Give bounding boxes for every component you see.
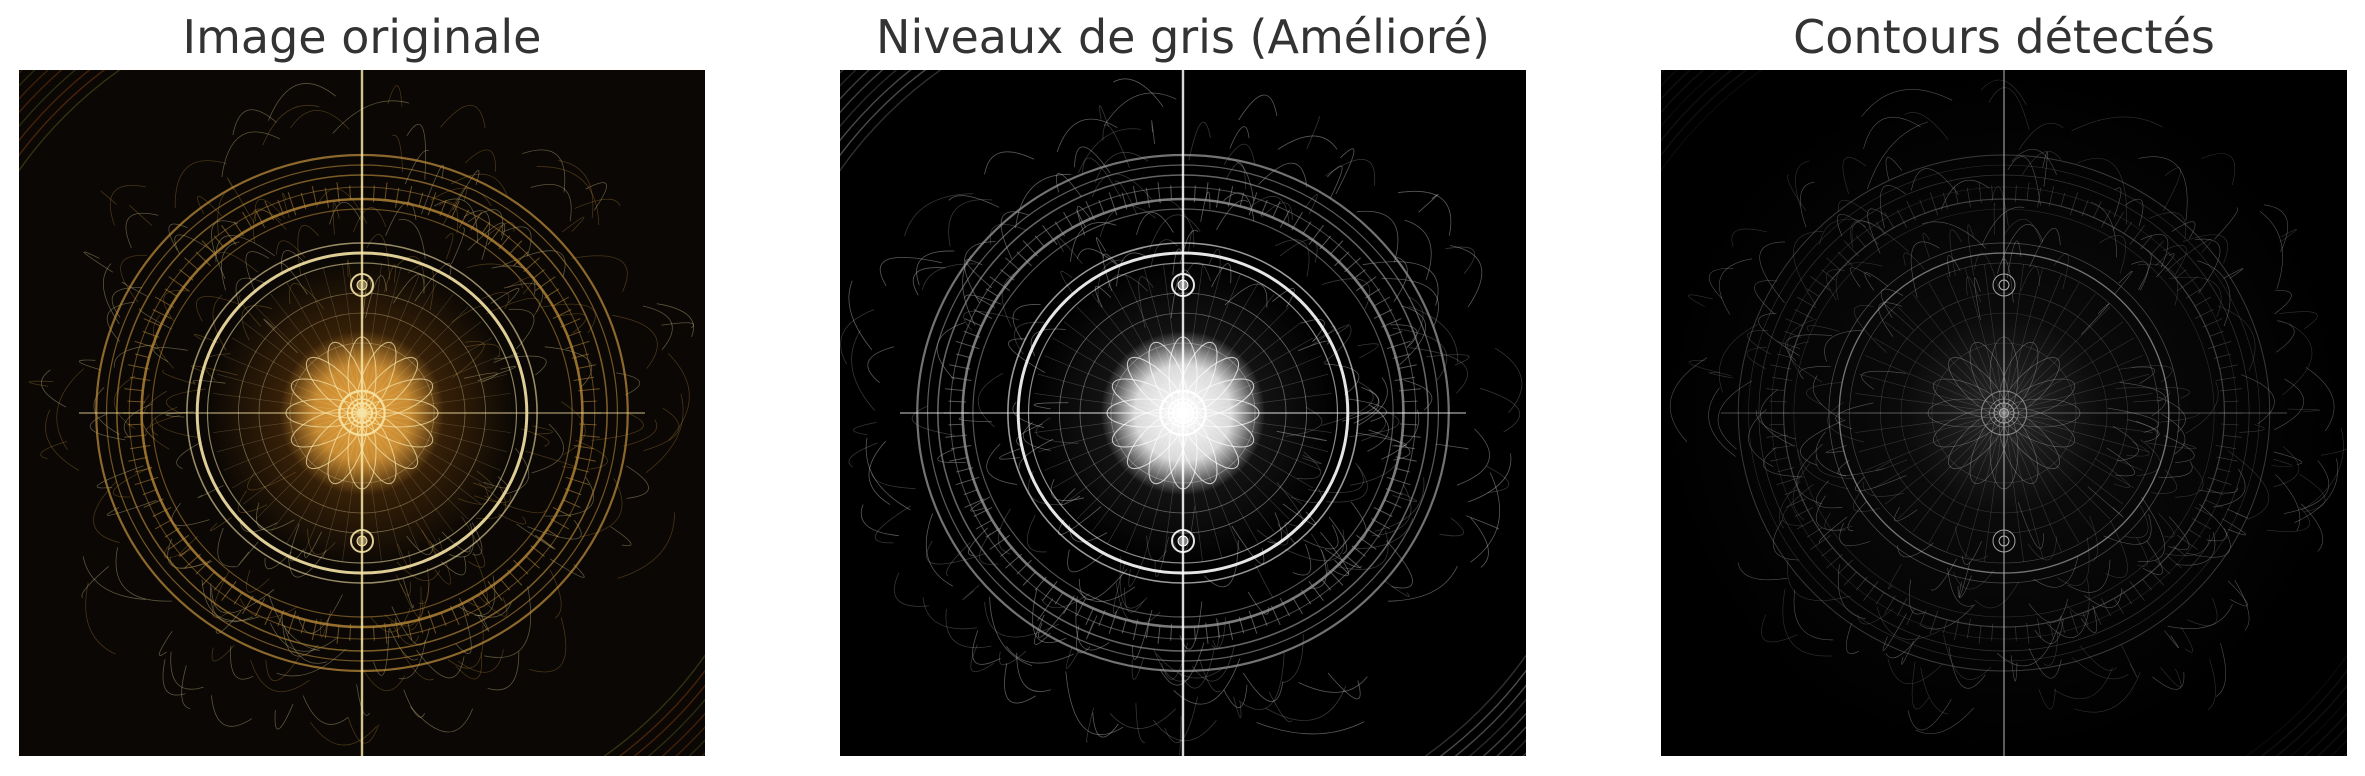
glyph-band bbox=[944, 181, 1422, 645]
axis-orbs bbox=[350, 273, 374, 553]
panel-grayscale: Niveaux de gris (Amélioré) bbox=[840, 0, 1526, 776]
glyph-band bbox=[1765, 181, 2243, 645]
panel-title-grayscale: Niveaux de gris (Amélioré) bbox=[876, 10, 1490, 64]
panel-original: Image originale bbox=[19, 0, 705, 776]
panel-title-original: Image originale bbox=[182, 10, 542, 64]
image-grayscale bbox=[840, 70, 1526, 756]
panel-title-edges: Contours détectés bbox=[1793, 10, 2215, 64]
cross-axis bbox=[1721, 70, 2287, 756]
flare-arcs bbox=[1661, 70, 2347, 756]
radial-spokes bbox=[1854, 263, 2154, 563]
glyph-band bbox=[123, 181, 601, 645]
flare-arcs bbox=[19, 70, 705, 756]
image-edges bbox=[1661, 70, 2347, 756]
axis-orbs bbox=[1171, 273, 1195, 553]
radial-spokes bbox=[212, 263, 512, 563]
panel-edges: Contours détectés bbox=[1661, 0, 2347, 776]
strand-lines bbox=[840, 78, 1523, 756]
image-original bbox=[19, 70, 705, 756]
axis-orbs bbox=[1992, 273, 2016, 553]
flare-arcs bbox=[840, 70, 1526, 756]
